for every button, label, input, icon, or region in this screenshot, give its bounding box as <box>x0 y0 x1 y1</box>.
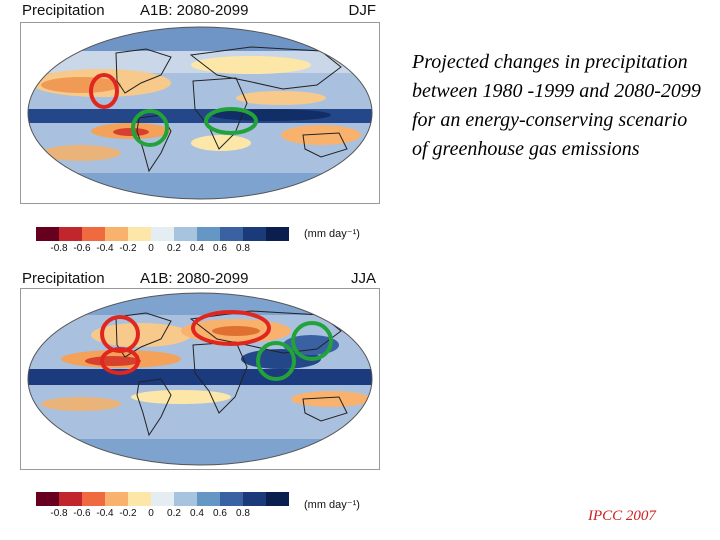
highlight-circle-green-india <box>256 341 296 381</box>
colorbar-tick-label: 0.6 <box>213 243 227 254</box>
colorbar-tick-label: 0.6 <box>213 508 227 519</box>
colorbar-tick-label: 0 <box>148 243 154 254</box>
highlight-circle-green-south-america <box>131 109 169 147</box>
precip-panel-djf: Precipitation A1B: 2080-2099 DJF <box>20 2 380 257</box>
colorbar-swatch <box>36 492 59 506</box>
panel-title-jja: Precipitation A1B: 2080-2099 JJA <box>20 270 380 290</box>
colorbar-tick-label: 0.2 <box>167 508 181 519</box>
colorbar-swatch <box>59 492 82 506</box>
colorbar-swatches <box>36 227 289 241</box>
panel-scenario-label: A1B: 2080-2099 <box>140 270 249 287</box>
map-djf <box>20 22 380 204</box>
colorbar-swatch <box>128 227 151 241</box>
colorbar-tick-label: 0.8 <box>236 243 250 254</box>
figure-caption: Projected changes in precipitation betwe… <box>412 51 701 160</box>
colorbar-swatch <box>197 492 220 506</box>
colorbar-swatch <box>82 227 105 241</box>
colorbar-swatch <box>220 227 243 241</box>
colorbar-swatch <box>220 492 243 506</box>
colorbar-swatch <box>197 227 220 241</box>
panel-season-label: JJA <box>350 270 376 287</box>
panel-season-label: DJF <box>348 2 377 19</box>
colorbar-tick-label: -0.6 <box>73 243 91 254</box>
colorbar-swatch <box>151 492 174 506</box>
colorbar-swatch <box>59 227 82 241</box>
colorbar-tick-label: -0.8 <box>50 508 68 519</box>
colorbar-tick-label: -0.4 <box>96 243 114 254</box>
colorbar-tick-labels: -0.8 -0.6 -0.4 -0.2 0 0.2 0.4 0.6 0.8 <box>36 508 316 522</box>
colorbar-tick-labels: -0.8 -0.6 -0.4 -0.2 0 0.2 0.4 0.6 0.8 <box>36 243 316 257</box>
colorbar-tick-label: -0.8 <box>50 243 68 254</box>
colorbar-tick-label: -0.4 <box>96 508 114 519</box>
colorbar-tick-label: 0.8 <box>236 508 250 519</box>
colorbar-tick-label: 0.2 <box>167 243 181 254</box>
map-jja <box>20 288 380 470</box>
jja-precip-field <box>28 293 372 465</box>
panel-variable-label: Precipitation <box>22 2 105 19</box>
djf-precip-field <box>28 27 372 199</box>
colorbar-swatch <box>174 492 197 506</box>
colorbar-swatch <box>82 492 105 506</box>
colorbar-tick-label: -0.2 <box>119 243 137 254</box>
colorbar-swatch <box>243 492 266 506</box>
panel-scenario-label: A1B: 2080-2099 <box>140 2 249 19</box>
highlight-circle-green-east-asia <box>291 321 333 361</box>
colorbar-swatch <box>266 492 289 506</box>
colorbar-swatch <box>128 492 151 506</box>
colorbar-units-label: (mm day⁻¹) <box>304 228 360 240</box>
panel-variable-label: Precipitation <box>22 270 105 287</box>
precip-panel-jja: Precipitation A1B: 2080-2099 JJA <box>20 270 380 530</box>
colorbar-swatch <box>266 227 289 241</box>
colorbar-swatch <box>243 227 266 241</box>
panel-title-djf: Precipitation A1B: 2080-2099 DJF <box>20 2 380 22</box>
source-credit: IPCC 2007 <box>588 508 656 524</box>
highlight-circle-red-mediterranean <box>191 310 271 346</box>
colorbar-units-label: (mm day⁻¹) <box>304 499 360 511</box>
colorbar-tick-label: -0.6 <box>73 508 91 519</box>
highlight-circle-green-africa <box>204 107 258 135</box>
colorbar-tick-label: 0 <box>148 508 154 519</box>
colorbar-tick-label: 0.4 <box>190 508 204 519</box>
colorbar-swatches <box>36 492 289 506</box>
colorbar-tick-label: 0.4 <box>190 243 204 254</box>
colorbar-swatch <box>105 227 128 241</box>
highlight-circle-red-central-america <box>100 347 140 375</box>
colorbar-swatch <box>105 492 128 506</box>
colorbar-swatch <box>151 227 174 241</box>
highlight-circle-red-sw-north-america <box>89 73 119 109</box>
colorbar-tick-label: -0.2 <box>119 508 137 519</box>
colorbar-swatch <box>36 227 59 241</box>
colorbar-swatch <box>174 227 197 241</box>
